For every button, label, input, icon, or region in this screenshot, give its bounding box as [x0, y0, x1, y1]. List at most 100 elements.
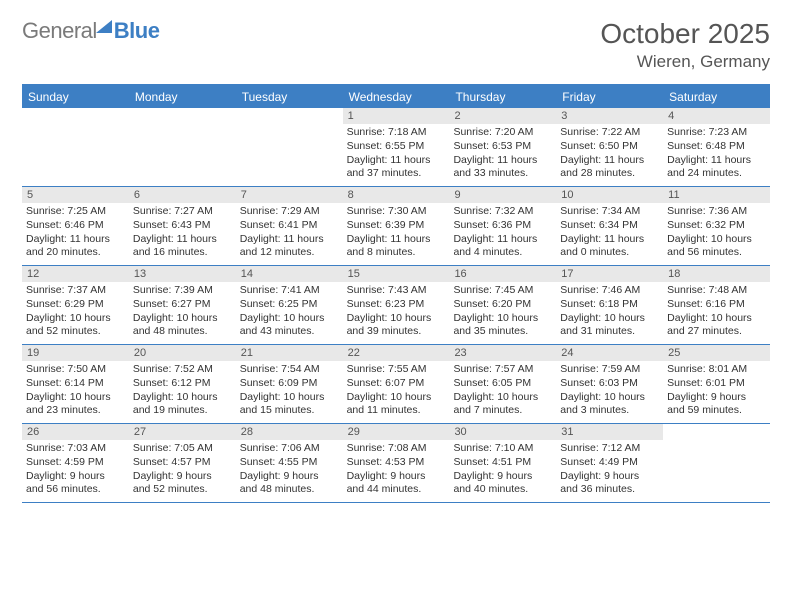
day-cell: 27Sunrise: 7:05 AMSunset: 4:57 PMDayligh…: [129, 424, 236, 502]
day-body: [236, 124, 343, 130]
day-number: 24: [556, 345, 663, 361]
day-body: [22, 124, 129, 130]
sunset-text: Sunset: 6:53 PM: [453, 140, 552, 154]
daylight-line1: Daylight: 10 hours: [560, 312, 659, 326]
weekday-header: Tuesday: [236, 86, 343, 108]
sunset-text: Sunset: 4:51 PM: [453, 456, 552, 470]
daylight-line2: and 23 minutes.: [26, 404, 125, 418]
day-number: 8: [343, 187, 450, 203]
daylight-line1: Daylight: 11 hours: [560, 154, 659, 168]
day-number: 20: [129, 345, 236, 361]
sunrise-text: Sunrise: 7:27 AM: [133, 205, 232, 219]
daylight-line2: and 48 minutes.: [133, 325, 232, 339]
sunset-text: Sunset: 6:34 PM: [560, 219, 659, 233]
daylight-line2: and 19 minutes.: [133, 404, 232, 418]
location: Wieren, Germany: [600, 52, 770, 72]
sunset-text: Sunset: 6:16 PM: [667, 298, 766, 312]
sunrise-text: Sunrise: 7:46 AM: [560, 284, 659, 298]
day-number: 11: [663, 187, 770, 203]
daylight-line2: and 7 minutes.: [453, 404, 552, 418]
day-body: Sunrise: 7:39 AMSunset: 6:27 PMDaylight:…: [129, 282, 236, 343]
day-body: Sunrise: 7:54 AMSunset: 6:09 PMDaylight:…: [236, 361, 343, 422]
daylight-line1: Daylight: 10 hours: [667, 233, 766, 247]
sunrise-text: Sunrise: 7:43 AM: [347, 284, 446, 298]
day-number: 17: [556, 266, 663, 282]
day-cell: 18Sunrise: 7:48 AMSunset: 6:16 PMDayligh…: [663, 266, 770, 344]
day-cell: 13Sunrise: 7:39 AMSunset: 6:27 PMDayligh…: [129, 266, 236, 344]
week-row: 1Sunrise: 7:18 AMSunset: 6:55 PMDaylight…: [22, 108, 770, 187]
sunrise-text: Sunrise: 7:52 AM: [133, 363, 232, 377]
day-body: Sunrise: 7:20 AMSunset: 6:53 PMDaylight:…: [449, 124, 556, 185]
day-number: 9: [449, 187, 556, 203]
day-number: 28: [236, 424, 343, 440]
day-body: Sunrise: 7:55 AMSunset: 6:07 PMDaylight:…: [343, 361, 450, 422]
daylight-line1: Daylight: 10 hours: [240, 312, 339, 326]
daylight-line1: Daylight: 10 hours: [347, 312, 446, 326]
sunrise-text: Sunrise: 7:30 AM: [347, 205, 446, 219]
daylight-line1: Daylight: 11 hours: [347, 154, 446, 168]
day-cell: 19Sunrise: 7:50 AMSunset: 6:14 PMDayligh…: [22, 345, 129, 423]
daylight-line2: and 52 minutes.: [133, 483, 232, 497]
daylight-line2: and 8 minutes.: [347, 246, 446, 260]
daylight-line1: Daylight: 9 hours: [26, 470, 125, 484]
sunrise-text: Sunrise: 7:12 AM: [560, 442, 659, 456]
day-cell: 1Sunrise: 7:18 AMSunset: 6:55 PMDaylight…: [343, 108, 450, 186]
day-cell: 29Sunrise: 7:08 AMSunset: 4:53 PMDayligh…: [343, 424, 450, 502]
day-cell: [22, 108, 129, 186]
daylight-line2: and 36 minutes.: [560, 483, 659, 497]
day-body: Sunrise: 7:18 AMSunset: 6:55 PMDaylight:…: [343, 124, 450, 185]
sunset-text: Sunset: 6:39 PM: [347, 219, 446, 233]
day-number: 10: [556, 187, 663, 203]
weekday-header-row: SundayMondayTuesdayWednesdayThursdayFrid…: [22, 86, 770, 108]
sunrise-text: Sunrise: 7:39 AM: [133, 284, 232, 298]
day-body: Sunrise: 7:45 AMSunset: 6:20 PMDaylight:…: [449, 282, 556, 343]
day-cell: 26Sunrise: 7:03 AMSunset: 4:59 PMDayligh…: [22, 424, 129, 502]
day-cell: 21Sunrise: 7:54 AMSunset: 6:09 PMDayligh…: [236, 345, 343, 423]
day-number: 14: [236, 266, 343, 282]
sunset-text: Sunset: 6:50 PM: [560, 140, 659, 154]
weekday-header: Thursday: [449, 86, 556, 108]
title-block: October 2025 Wieren, Germany: [600, 18, 770, 72]
daylight-line1: Daylight: 10 hours: [133, 312, 232, 326]
day-cell: 17Sunrise: 7:46 AMSunset: 6:18 PMDayligh…: [556, 266, 663, 344]
day-body: Sunrise: 7:37 AMSunset: 6:29 PMDaylight:…: [22, 282, 129, 343]
day-body: Sunrise: 7:43 AMSunset: 6:23 PMDaylight:…: [343, 282, 450, 343]
day-number: 12: [22, 266, 129, 282]
day-number: 25: [663, 345, 770, 361]
daylight-line1: Daylight: 10 hours: [26, 391, 125, 405]
daylight-line1: Daylight: 9 hours: [560, 470, 659, 484]
day-body: Sunrise: 7:08 AMSunset: 4:53 PMDaylight:…: [343, 440, 450, 501]
sunrise-text: Sunrise: 7:20 AM: [453, 126, 552, 140]
daylight-line1: Daylight: 10 hours: [133, 391, 232, 405]
sunset-text: Sunset: 6:20 PM: [453, 298, 552, 312]
day-number: 21: [236, 345, 343, 361]
sunset-text: Sunset: 4:59 PM: [26, 456, 125, 470]
day-body: Sunrise: 7:52 AMSunset: 6:12 PMDaylight:…: [129, 361, 236, 422]
month-title: October 2025: [600, 18, 770, 50]
day-cell: 14Sunrise: 7:41 AMSunset: 6:25 PMDayligh…: [236, 266, 343, 344]
day-number: [236, 108, 343, 124]
day-body: Sunrise: 7:22 AMSunset: 6:50 PMDaylight:…: [556, 124, 663, 185]
weekday-header: Wednesday: [343, 86, 450, 108]
day-number: 4: [663, 108, 770, 124]
sunset-text: Sunset: 6:48 PM: [667, 140, 766, 154]
daylight-line2: and 4 minutes.: [453, 246, 552, 260]
daylight-line1: Daylight: 10 hours: [667, 312, 766, 326]
sunrise-text: Sunrise: 8:01 AM: [667, 363, 766, 377]
day-number: 30: [449, 424, 556, 440]
week-row: 26Sunrise: 7:03 AMSunset: 4:59 PMDayligh…: [22, 424, 770, 503]
daylight-line2: and 35 minutes.: [453, 325, 552, 339]
day-number: 16: [449, 266, 556, 282]
brand-logo: General Blue: [22, 18, 159, 44]
day-number: [129, 108, 236, 124]
day-cell: 22Sunrise: 7:55 AMSunset: 6:07 PMDayligh…: [343, 345, 450, 423]
daylight-line1: Daylight: 11 hours: [667, 154, 766, 168]
day-number: 23: [449, 345, 556, 361]
day-body: Sunrise: 7:05 AMSunset: 4:57 PMDaylight:…: [129, 440, 236, 501]
day-cell: [663, 424, 770, 502]
day-number: 18: [663, 266, 770, 282]
sunset-text: Sunset: 6:36 PM: [453, 219, 552, 233]
sunset-text: Sunset: 4:53 PM: [347, 456, 446, 470]
weekday-header: Monday: [129, 86, 236, 108]
day-cell: 11Sunrise: 7:36 AMSunset: 6:32 PMDayligh…: [663, 187, 770, 265]
